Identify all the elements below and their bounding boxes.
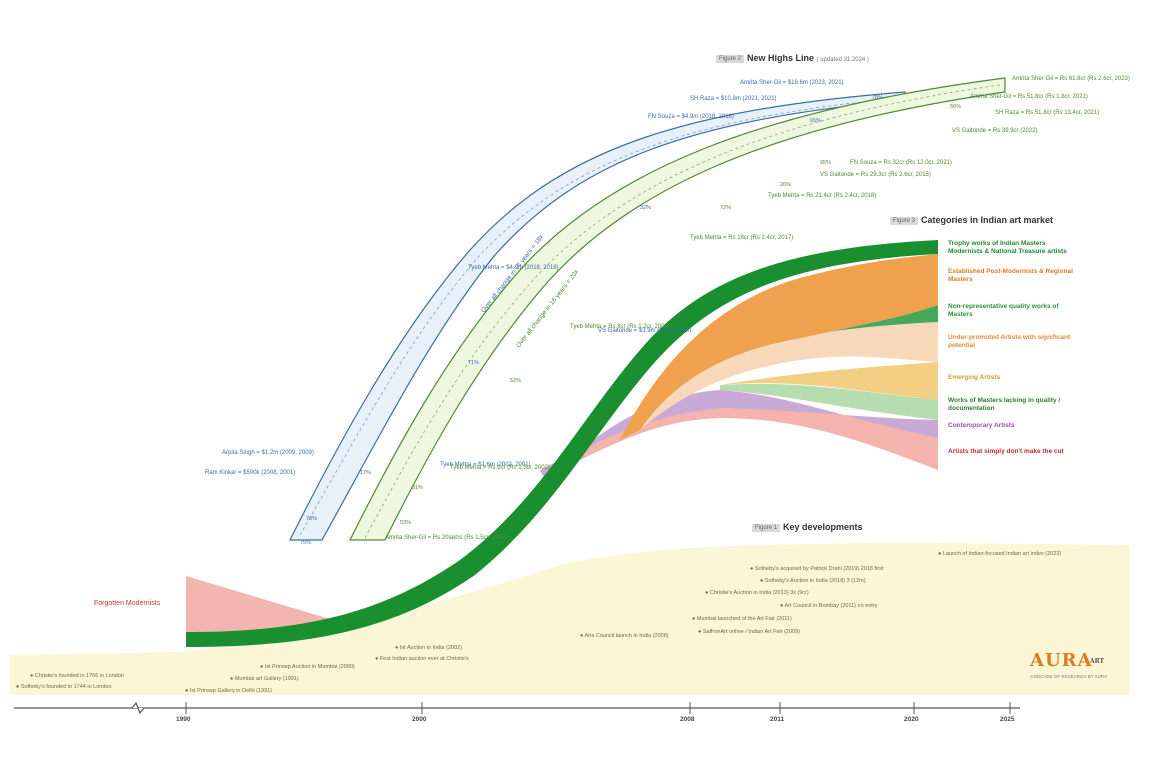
blue-highs-inner [299, 97, 901, 536]
percent-green: 56% [950, 104, 962, 110]
developments-band [10, 543, 1130, 695]
green-highs-label: VS Gaitonde = Rs 29.3cr (Rs 2.6cr, 2015) [820, 172, 931, 178]
area-established [620, 254, 938, 440]
axis-tick-label: 1990 [176, 716, 191, 723]
figure3-title: Figure 3 Categories in Indian art market [890, 215, 1053, 225]
blue-highs-label: FN Souza = $4.9m (2018, 2018) [648, 114, 734, 120]
category-label: Trophy works of Indian Masters Modernist… [948, 240, 1067, 255]
category-label: Works of Masters lacking in quality / do… [948, 397, 1061, 412]
development-item: ● Sotheby's Auction in India (2018) 3 (1… [760, 578, 866, 584]
axis-break [131, 701, 145, 715]
category-label: Artists that simply don't make the cut [948, 448, 1064, 455]
figure2-title: Figure 2 New Highs Line ( updated 31.2024… [716, 53, 869, 63]
figure2-tag: Figure 2 [716, 54, 745, 63]
percent-green: 81% [412, 485, 424, 491]
category-label: Under-promoted Artists with significant … [948, 334, 1071, 349]
green-highs-inner [364, 84, 1001, 539]
green-highs-label: Amrita Sher-Gil = Rs 61.8cr (Rs 2.6cr, 2… [1012, 76, 1130, 82]
area-under-promoted [640, 322, 938, 430]
green-highs-band [349, 77, 1006, 541]
green-highs-label: Tyeb Mehta = Rs 18cr (Rs 2.4cr, 2017) [690, 235, 794, 241]
logo-tagline: A DECADE OF RESEARCH BY AURA [1030, 674, 1108, 679]
percent-green: 95% [820, 160, 832, 166]
forgotten-modernists-wedge [186, 576, 350, 634]
percent-blue: 65% [810, 118, 822, 124]
development-item: ● Sotheby's founded in 1744 in London [16, 684, 112, 690]
figure3-heading: Categories in Indian art market [921, 215, 1054, 225]
green-highs-label: FN Souza = Rs 32cr (Rs 12.0cr, 2021) [850, 160, 952, 166]
development-item: ● Ist Prinsep Gallery in Delhi (1991) [185, 688, 273, 694]
development-item: ● Mumbai launched of the Art Fair (2011) [692, 616, 792, 622]
green-highs-label: Tyeb Mehta = Rs 1cr (Rs 1.5cr, 2002) [450, 465, 550, 471]
logo-sup: ART [1090, 658, 1105, 665]
category-label: Established Post-Modernists & Regional M… [948, 268, 1073, 283]
axis-ticks [185, 702, 1011, 714]
development-item: ● Sotheby's acquired by Patrick Drahi (2… [750, 566, 884, 572]
percent-blue: 78% [872, 95, 884, 101]
green-highs-label: Amrita Sher-Gil = Rs 51.8cr (Rs 1.8cr, 2… [970, 94, 1088, 100]
green-highs-label: Tyeb Mehta = Rs 21.4cr (Rs 2.4cr, 2018) [768, 193, 877, 199]
development-item: ● Christie's founded in 1766 in London [30, 673, 124, 679]
percent-green: 52% [510, 378, 522, 384]
figure2-heading: New Highs Line [747, 53, 815, 63]
axis-tick-label: 2011 [770, 716, 785, 723]
green-highs-label: VS Gaitonde = Rs 39.9cr (2022) [952, 128, 1038, 134]
aura-logo: AURA ART A DECADE OF RESEARCH BY AURA [1030, 650, 1120, 690]
development-item: ● Ist Prinsep Auction in Mumbai (2000) [260, 664, 355, 670]
blue-highs-label: Amrita Sher-Gil = $18.6m (2023, 2021) [740, 80, 844, 86]
blue-highs-label: Ram Kinkar = $500k (2008, 2001) [205, 470, 296, 476]
blue-highs-label: Tyeb Mehta = $4.0m (2018, 2018) [468, 265, 559, 271]
category-label: Emerging Artists [948, 374, 1001, 381]
development-item: ● First Indian auction ever at Christie'… [375, 656, 469, 662]
green-highs-label: Tyeb Mehta = Rs 8cr (Rs 1.2cr, 2009) [570, 324, 670, 330]
forgotten-modernists-label: Forgotten Modernists [94, 600, 161, 607]
development-item: ● Christie's Auction in India (2013) 3x … [705, 590, 809, 596]
blue-highs-label: SH Raza = $10.8m (2021, 2021) [690, 96, 777, 102]
development-item: ● Ist Auction in India (2002) [395, 645, 462, 651]
figure3-tag: Figure 3 [890, 216, 919, 225]
area-emerging [720, 362, 938, 400]
percent-blue: 71% [468, 360, 480, 366]
green-highs-label: SH Raza = Rs 51.8cr (Rs 13.4cr, 2021) [995, 110, 1100, 116]
category-label: Non-representative quality works of Mast… [948, 303, 1059, 318]
percent-green: 26% [780, 182, 792, 188]
blue-highs-label: Arpita Singh = $1.2m (2009, 2009) [222, 450, 314, 456]
figure1-tag: Figure 1 [752, 523, 781, 532]
percent-green: 53% [400, 520, 412, 526]
axis-tick-label: 2025 [1000, 716, 1015, 723]
area-works-lacking [720, 383, 938, 420]
figure2-sub: ( updated 31.2024 ) [816, 57, 869, 63]
figure1-heading: Key developments [783, 522, 863, 532]
axis-tick-label: 2008 [680, 716, 695, 723]
axis-tick-label: 2020 [904, 716, 919, 723]
percent-blue: 73% [306, 516, 318, 522]
development-item: ● SaffronArt online / Indian Art Fair (2… [698, 629, 800, 635]
green-highs-label: Amrita Sher-Gil = Rs 20lakhs (Rs 1.5cr, … [385, 535, 507, 541]
blue-highs-label: Tyeb Mehta = $1.6m (2002, 2001) [440, 462, 531, 468]
percent-green: 72% [720, 205, 732, 211]
percent-blue: 17% [360, 470, 372, 476]
development-item: ● Arts Council launch in India (2008) [580, 633, 669, 639]
axis-tick-label: 2000 [412, 716, 427, 723]
development-item: ● Art Council in Bombay (2011) on entry [780, 603, 878, 609]
figure1-title: Figure 1 Key developments [752, 522, 863, 532]
logo-text: AURA [1030, 650, 1093, 671]
development-item: ● Launch of Indian-focused Indian art in… [938, 551, 1062, 557]
development-item: ● Mumbai art Gallery (1991) [230, 676, 299, 682]
percent-blue: 32% [640, 205, 652, 211]
blue-highs-label: VS Gaitonde = $3.9m (2013, 2015) [598, 328, 692, 334]
category-label: Contemporary Artists [948, 422, 1015, 429]
percent-blue: 75% [300, 540, 312, 546]
area-cant-make-cut [560, 408, 938, 470]
